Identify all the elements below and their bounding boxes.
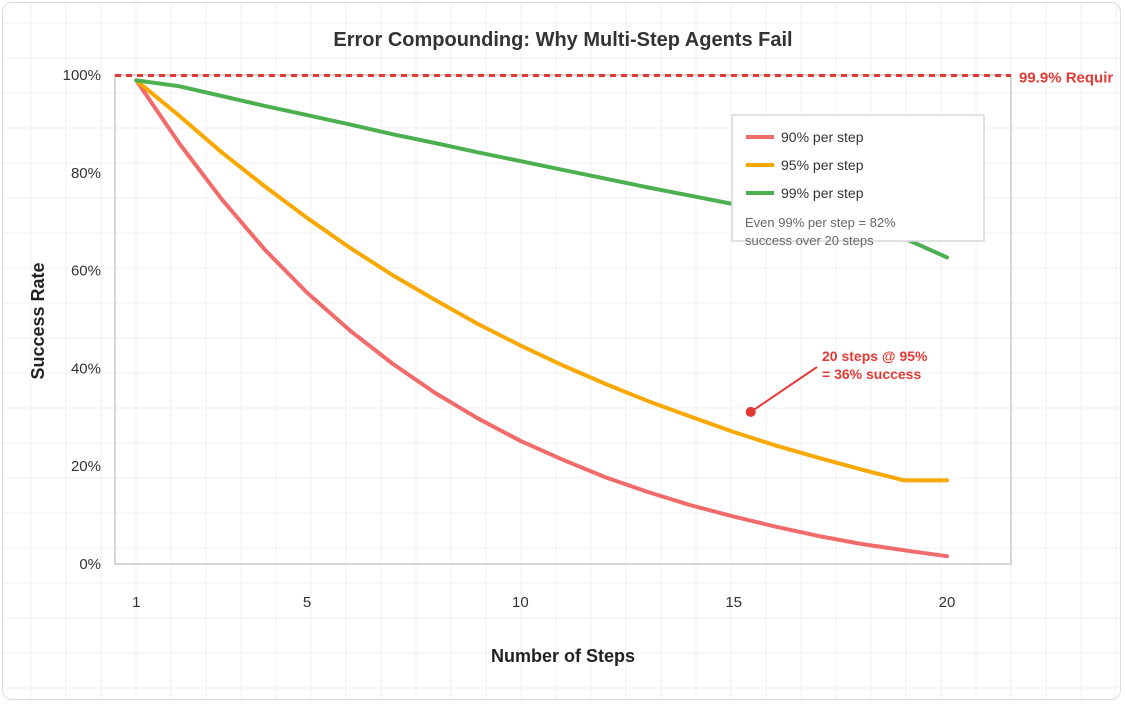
- y-tick-label: 80%: [71, 165, 101, 182]
- annotation-group: 20 steps @ 95% = 36% success: [745, 348, 928, 417]
- legend-label-1: 90% per step: [781, 129, 864, 145]
- series-line-2: [134, 78, 949, 483]
- legend-note-line-1: Even 99% per step = 82%: [745, 215, 896, 230]
- y-axis-title: Success Rate: [28, 262, 48, 379]
- legend-note-line-2: success over 20 steps: [745, 233, 874, 248]
- legend: 90% per step 95% per step 99% per step Eve…: [731, 114, 985, 248]
- x-tick-label: 15: [725, 594, 742, 611]
- tick-labels: 1 5 10 15 200%20%40%60%80%100%: [63, 67, 956, 611]
- annotation-pointer: [750, 366, 818, 413]
- series-line-1: [134, 78, 949, 559]
- reference-line-label: 99.9% Requir: [1019, 69, 1113, 86]
- line-chart: 99.9% Requir 1 5 10 15 200%20%40%60%80%100% …: [3, 3, 1120, 699]
- x-tick-label: 10: [512, 594, 529, 611]
- y-tick-label: 20%: [71, 458, 101, 475]
- x-tick-label: 20: [939, 594, 956, 611]
- x-tick-label: 1: [132, 594, 140, 611]
- y-tick-label: 0%: [79, 556, 101, 573]
- y-tick-label: 40%: [71, 360, 101, 377]
- x-axis-title: Number of Steps: [491, 646, 635, 666]
- reference-line-group: 99.9% Requir: [115, 69, 1113, 86]
- annotation-label-line-2: = 36% success: [822, 366, 921, 382]
- legend-label-2: 95% per step: [781, 157, 864, 173]
- annotation-label-line-1: 20 steps @ 95%: [822, 348, 928, 364]
- chart-title: Error Compounding: Why Multi-Step Agents…: [333, 29, 792, 51]
- y-tick-label: 60%: [71, 263, 101, 280]
- plot-area-frame: [114, 74, 1012, 565]
- y-tick-label: 100%: [63, 67, 101, 84]
- x-tick-label: 5: [303, 594, 311, 611]
- legend-label-3: 99% per step: [781, 185, 864, 201]
- annotation-marker: [745, 406, 756, 417]
